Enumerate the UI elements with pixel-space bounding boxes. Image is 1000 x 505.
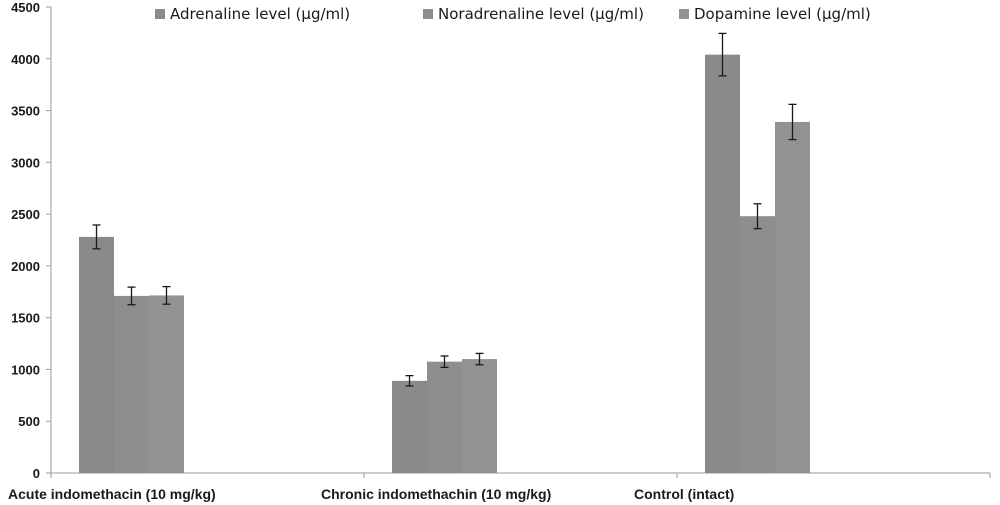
bar	[114, 295, 149, 473]
bar	[462, 359, 497, 473]
x-category-label: Control (intact)	[634, 486, 734, 502]
x-category-label: Acute indomethacin (10 mg/kg)	[8, 486, 216, 502]
legend: Adrenaline level (µg/ml) Noradrenaline le…	[155, 5, 871, 23]
y-tick-label: 2500	[11, 207, 40, 222]
y-axis: 0 500 1000 1500 2000 2500 3000 3500 4000 4500	[11, 0, 52, 481]
legend-label: Dopamine level (µg/ml)	[694, 5, 871, 23]
y-tick-label: 1000	[11, 362, 40, 377]
bar	[705, 54, 740, 473]
legend-swatch	[679, 9, 689, 19]
bar	[79, 236, 114, 473]
bar	[149, 295, 184, 473]
bar	[427, 361, 462, 473]
legend-label: Adrenaline level (µg/ml)	[170, 5, 350, 23]
legend-swatch	[155, 9, 165, 19]
y-tick-label: 4000	[11, 52, 40, 67]
bars	[79, 32, 810, 474]
bar	[392, 380, 427, 473]
legend-swatch	[423, 9, 433, 19]
bar	[775, 121, 810, 474]
x-axis: Acute indomethacin (10 mg/kg) Chronic ind…	[8, 472, 991, 502]
x-category-label: Chronic indomethachin (10 mg/kg)	[321, 486, 551, 502]
y-tick-label: 1500	[11, 311, 40, 326]
y-tick-label: 3500	[11, 104, 40, 119]
bar	[740, 216, 775, 473]
y-tick-label: 0	[33, 466, 40, 481]
legend-label: Noradrenaline level (µg/ml)	[438, 5, 644, 23]
y-tick-label: 4500	[11, 0, 40, 15]
y-tick-label: 3000	[11, 155, 40, 170]
y-tick-label: 2000	[11, 259, 40, 274]
y-tick-label: 500	[18, 414, 40, 429]
